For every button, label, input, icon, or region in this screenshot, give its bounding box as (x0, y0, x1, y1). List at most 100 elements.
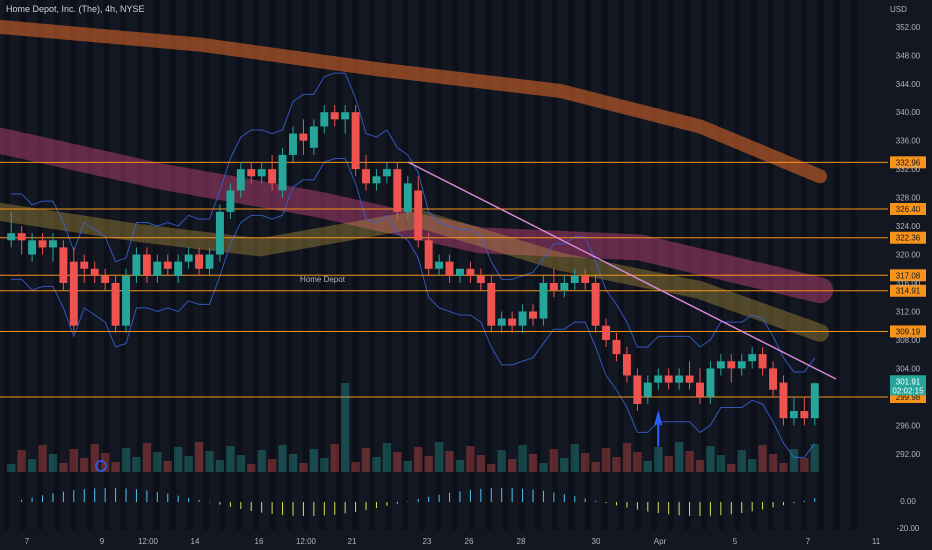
candle-body[interactable] (455, 268, 464, 276)
candle-body[interactable] (570, 275, 579, 283)
candle-body[interactable] (122, 275, 130, 326)
candle-body[interactable] (153, 261, 162, 276)
osc-tick-label: -20.00 (897, 524, 920, 533)
candle-body[interactable] (236, 169, 245, 191)
candle-body[interactable] (685, 375, 694, 383)
candle-body[interactable] (581, 275, 590, 283)
candle-body[interactable] (403, 183, 412, 212)
candle-body[interactable] (330, 112, 339, 120)
candle-body[interactable] (758, 354, 767, 369)
time-tick-label: 7 (806, 537, 811, 546)
trend-line[interactable] (407, 161, 837, 380)
candle-body[interactable] (445, 261, 454, 276)
candle-body[interactable] (226, 190, 235, 212)
candle-body[interactable] (247, 169, 256, 177)
session-stripe (253, 0, 259, 530)
candle-body[interactable] (643, 382, 652, 397)
candle-body[interactable] (497, 318, 506, 326)
candle-body[interactable] (476, 275, 485, 283)
candle-body[interactable] (48, 240, 57, 248)
session-stripe (485, 0, 492, 530)
candle-body[interactable] (80, 261, 89, 269)
candle-body[interactable] (111, 282, 120, 326)
candle-body[interactable] (163, 261, 172, 269)
candle-body[interactable] (101, 275, 110, 283)
candle-body[interactable] (393, 169, 402, 212)
candle-body[interactable] (351, 112, 360, 170)
volume-bar (487, 464, 496, 472)
candle-body[interactable] (278, 154, 287, 191)
volume-bar (497, 450, 506, 472)
candle-body[interactable] (215, 211, 224, 255)
candle-body[interactable] (7, 233, 16, 241)
candle-body[interactable] (195, 254, 204, 269)
candle-body[interactable] (706, 368, 715, 397)
session-stripe (585, 0, 591, 530)
price-tick-label: 344.00 (896, 80, 921, 89)
candle-body[interactable] (69, 261, 78, 326)
candle-body[interactable] (309, 126, 318, 148)
time-tick-label: 12:00 (138, 537, 159, 546)
candle-body[interactable] (435, 261, 444, 269)
candle-body[interactable] (174, 261, 183, 276)
session-stripe (601, 0, 608, 530)
candle-body[interactable] (737, 361, 746, 369)
candle-body[interactable] (268, 169, 277, 184)
candle-body[interactable] (560, 282, 569, 291)
candle-body[interactable] (38, 240, 47, 248)
volume-bar (267, 459, 277, 472)
candle-body[interactable] (779, 382, 788, 419)
candle-body[interactable] (602, 325, 611, 340)
candle-body[interactable] (184, 254, 193, 262)
volume-bar (393, 452, 402, 472)
candle-body[interactable] (800, 411, 809, 419)
candle-body[interactable] (320, 112, 329, 127)
candle-body[interactable] (539, 282, 548, 319)
candle-body[interactable] (59, 247, 68, 283)
volume-bar (424, 456, 433, 472)
candle-body[interactable] (487, 282, 496, 326)
candle-body[interactable] (789, 411, 798, 419)
candle-body[interactable] (727, 361, 736, 369)
candle-body[interactable] (633, 375, 642, 404)
candle-body[interactable] (716, 361, 725, 369)
session-stripe (336, 0, 342, 530)
candle-body[interactable] (414, 190, 423, 241)
candle-body[interactable] (132, 254, 141, 276)
candle-body[interactable] (769, 368, 778, 390)
session-stripe (4, 0, 10, 530)
candle-body[interactable] (591, 282, 600, 326)
candle-body[interactable] (382, 169, 391, 177)
candle-body[interactable] (529, 311, 537, 319)
candle-body[interactable] (748, 354, 757, 362)
candle-body[interactable] (466, 268, 475, 276)
session-stripe (170, 0, 176, 530)
candle-body[interactable] (341, 112, 350, 120)
level-price-label: 317.08 (896, 271, 921, 280)
candle-body[interactable] (17, 233, 26, 241)
candle-body[interactable] (810, 383, 819, 419)
candle-body[interactable] (28, 240, 37, 255)
candle-body[interactable] (90, 268, 99, 276)
candle-body[interactable] (508, 318, 517, 326)
candle-body[interactable] (622, 354, 631, 376)
candle-body[interactable] (549, 282, 558, 291)
candle-body[interactable] (142, 254, 151, 276)
candle-body[interactable] (289, 133, 297, 155)
candle-body[interactable] (424, 240, 433, 269)
candle-body[interactable] (362, 169, 371, 184)
candle-body[interactable] (654, 375, 663, 383)
candle-body[interactable] (696, 382, 704, 397)
level-price-label: 326.40 (896, 205, 921, 214)
candle-body[interactable] (664, 375, 673, 383)
candle-body[interactable] (675, 375, 684, 383)
dividend-marker-icon[interactable] (95, 460, 107, 472)
candle-body[interactable] (299, 133, 308, 141)
candle-body[interactable] (372, 176, 381, 184)
candle-body[interactable] (518, 311, 527, 326)
candle-body[interactable] (205, 254, 214, 269)
candle-body[interactable] (257, 169, 266, 177)
candle-body[interactable] (612, 339, 621, 355)
level-price-tag (890, 231, 926, 244)
